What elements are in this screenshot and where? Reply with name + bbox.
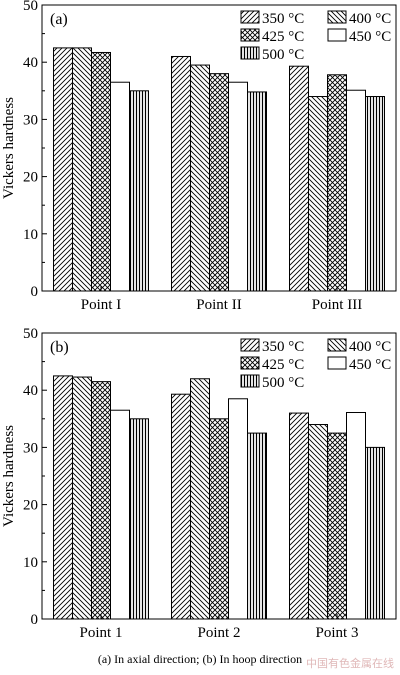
- bar: [129, 90, 149, 292]
- legend-swatch: [240, 338, 260, 352]
- bar: [110, 409, 130, 620]
- legend-swatch: [327, 10, 347, 24]
- y-tick-label: 10: [23, 227, 38, 243]
- legend-entry: 450 °C: [327, 28, 391, 45]
- bar: [209, 73, 229, 292]
- bar: [209, 418, 229, 620]
- bar: [53, 375, 73, 620]
- bar: [247, 91, 267, 292]
- y-tick-label: 40: [23, 55, 38, 71]
- chart-panel-b: 0 10 20 30 40 50 Vickers hardness (b) Point 1 Poi…: [1, 326, 397, 641]
- bar: [365, 446, 385, 620]
- legend-label: 450 °C: [349, 357, 391, 373]
- legend-label: 450 °C: [349, 29, 391, 45]
- bar: [327, 74, 347, 292]
- bar: [365, 96, 385, 292]
- legend-entry: 500 °C: [240, 374, 304, 391]
- legend-swatch: [327, 338, 347, 352]
- panel-label: (b): [50, 339, 69, 356]
- figure-caption: (a) In axial direction; (b) In hoop dire…: [97, 652, 303, 666]
- bar: [190, 64, 210, 292]
- bar: [289, 412, 309, 620]
- y-tick-label: 0: [31, 284, 39, 300]
- legend-entry: 425 °C: [240, 356, 304, 373]
- legend-swatch: [327, 356, 347, 370]
- bar: [110, 81, 130, 292]
- legend-entry: 350 °C: [240, 338, 304, 355]
- y-tick-label: 50: [23, 326, 38, 342]
- legend-label: 350 °C: [262, 11, 304, 27]
- x-tick-label: Point I: [81, 297, 121, 313]
- legend-label: 400 °C: [349, 339, 391, 355]
- bar: [308, 424, 328, 620]
- y-tick-label: 40: [23, 383, 38, 399]
- bar: [171, 55, 191, 292]
- y-tick-label: 20: [23, 498, 38, 514]
- panel-label: (a): [50, 11, 68, 28]
- chart-panel-a: 0 10 20 30 40 50 Vickers hardness (a) Point I Poi…: [1, 0, 397, 313]
- legend-swatch: [240, 374, 260, 388]
- legend-label: 500 °C: [262, 47, 304, 63]
- bar: [346, 89, 366, 292]
- legend-label: 350 °C: [262, 339, 304, 355]
- legend-entry: 450 °C: [327, 356, 391, 373]
- bar: [346, 412, 366, 620]
- bar: [308, 96, 328, 292]
- y-axis-label: Vickers hardness: [1, 425, 17, 527]
- legend-swatch: [240, 46, 260, 60]
- x-tick-label: Point III: [312, 297, 362, 313]
- bar: [91, 51, 111, 292]
- x-tick-label: Point 3: [316, 625, 359, 641]
- y-tick-label: 0: [31, 612, 39, 628]
- legend-label: 400 °C: [349, 11, 391, 27]
- bar: [190, 378, 210, 620]
- bar: [129, 418, 149, 620]
- legend-swatch: [240, 356, 260, 370]
- x-tick-label: Point II: [196, 297, 241, 313]
- watermark: 中国有色金属在线: [306, 657, 394, 670]
- y-tick-label: 50: [23, 0, 38, 14]
- y-tick-label: 30: [23, 440, 38, 456]
- bar: [228, 398, 248, 620]
- y-axis-label: Vickers hardness: [1, 97, 17, 199]
- bar: [247, 432, 267, 620]
- bar: [327, 432, 347, 620]
- y-tick-label: 10: [23, 555, 38, 571]
- legend-swatch: [327, 28, 347, 42]
- legend-entry: 400 °C: [327, 338, 391, 355]
- bar: [171, 393, 191, 620]
- x-tick-label: Point 1: [80, 625, 123, 641]
- legend-entry: 350 °C: [240, 10, 304, 27]
- y-tick-label: 20: [23, 170, 38, 186]
- legend-entry: 400 °C: [327, 10, 391, 27]
- bar: [72, 47, 92, 292]
- legend-entry: 500 °C: [240, 46, 304, 63]
- legend-swatch: [240, 28, 260, 42]
- bar: [53, 47, 73, 292]
- bar: [228, 81, 248, 292]
- bar: [91, 381, 111, 620]
- legend-label: 425 °C: [262, 357, 304, 373]
- legend-label: 425 °C: [262, 29, 304, 45]
- legend-label: 500 °C: [262, 375, 304, 391]
- bar: [289, 65, 309, 292]
- bar: [72, 376, 92, 620]
- legend-entry: 425 °C: [240, 28, 304, 45]
- x-tick-label: Point 2: [198, 625, 241, 641]
- legend-swatch: [240, 10, 260, 24]
- y-tick-label: 30: [23, 112, 38, 128]
